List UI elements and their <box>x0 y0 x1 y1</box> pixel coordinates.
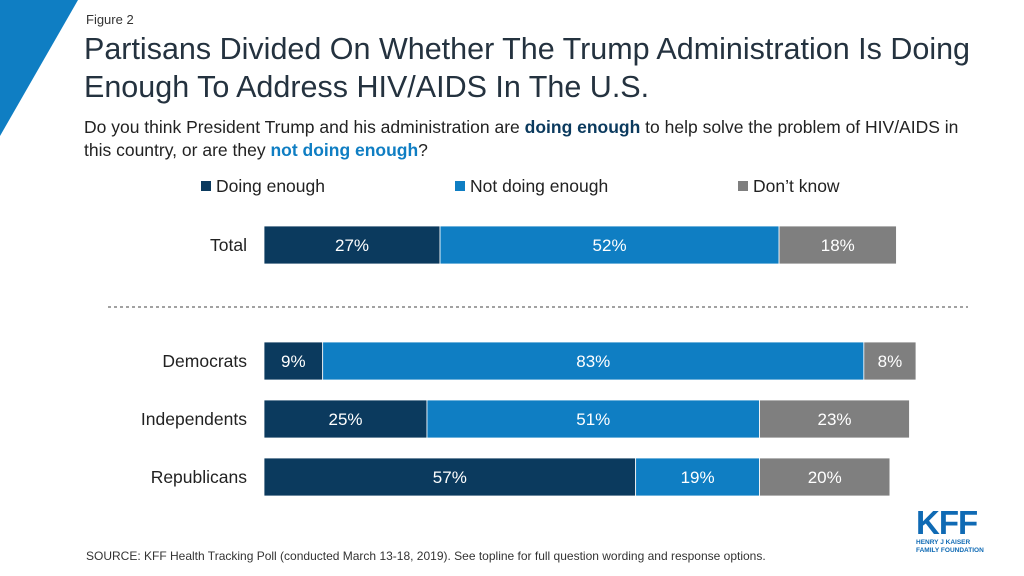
legend-label-not-doing-enough: Not doing enough <box>470 176 609 196</box>
bar-segment-republicans-not-doing-enough <box>635 457 760 497</box>
data-label-republicans-not-doing-enough: 19% <box>681 468 715 487</box>
bar-segment-republicans-don-t-know <box>759 457 891 497</box>
bar-segment-democrats-not-doing-enough <box>322 341 865 381</box>
legend-item-dont-know: Don’t know <box>738 176 840 197</box>
bar-segment-total-doing-enough <box>263 225 441 265</box>
subtitle-highlight-doing-enough: doing enough <box>524 117 641 137</box>
legend-label-doing-enough: Doing enough <box>216 176 325 196</box>
data-label-total-doing-enough: 27% <box>335 236 369 255</box>
legend-swatch-not-doing-enough <box>455 181 465 191</box>
subtitle-text-2: to help solve the problem of HIV/AIDS in… <box>84 117 959 160</box>
category-label-republicans: Republicans <box>151 467 248 487</box>
data-label-independents-not-doing-enough: 51% <box>576 410 610 429</box>
chart-legend: Doing enough Not doing enough Don’t know <box>0 176 1024 198</box>
legend-swatch-doing-enough <box>201 181 211 191</box>
data-label-republicans-doing-enough: 57% <box>433 468 467 487</box>
source-note: SOURCE: KFF Health Tracking Poll (conduc… <box>86 549 766 563</box>
category-label-democrats: Democrats <box>162 351 247 371</box>
bar-segment-democrats-don-t-know <box>863 341 917 381</box>
subtitle-text-3: ? <box>418 140 428 160</box>
data-label-republicans-don-t-know: 20% <box>808 468 842 487</box>
data-label-independents-doing-enough: 25% <box>328 410 362 429</box>
corner-accent-shape <box>0 0 78 136</box>
bar-segment-independents-don-t-know <box>759 399 910 439</box>
data-label-total-not-doing-enough: 52% <box>593 236 627 255</box>
subtitle-text-1: Do you think President Trump and his adm… <box>84 117 525 137</box>
category-label-independents: Independents <box>141 409 247 429</box>
logo-mark: KFF <box>916 504 978 541</box>
data-label-total-don-t-know: 18% <box>821 236 855 255</box>
data-label-democrats-not-doing-enough: 83% <box>576 352 610 371</box>
bar-segment-total-not-doing-enough <box>439 225 780 265</box>
legend-item-doing-enough: Doing enough <box>201 176 325 197</box>
subtitle-highlight-not-doing-enough: not doing enough <box>270 140 419 160</box>
legend-label-dont-know: Don’t know <box>753 176 840 196</box>
chart-subtitle: Do you think President Trump and his adm… <box>84 116 984 162</box>
kff-logo: KFF HENRY J KAISER FAMILY FOUNDATION <box>916 504 990 554</box>
bar-segment-independents-not-doing-enough <box>426 399 760 439</box>
data-label-democrats-doing-enough: 9% <box>281 352 306 371</box>
bar-segment-democrats-doing-enough <box>263 341 324 381</box>
legend-swatch-dont-know <box>738 181 748 191</box>
logo-subtitle: HENRY J KAISER FAMILY FOUNDATION <box>916 539 984 554</box>
legend-item-not-doing-enough: Not doing enough <box>455 176 608 197</box>
bar-segment-republicans-doing-enough <box>263 457 637 497</box>
data-label-democrats-don-t-know: 8% <box>878 352 903 371</box>
figure-label: Figure 2 <box>86 12 134 27</box>
data-label-independents-don-t-know: 23% <box>817 410 851 429</box>
category-label-total: Total <box>210 235 247 255</box>
bar-segment-total-don-t-know <box>778 225 897 265</box>
chart-title: Partisans Divided On Whether The Trump A… <box>84 32 971 104</box>
bar-segment-independents-doing-enough <box>263 399 428 439</box>
